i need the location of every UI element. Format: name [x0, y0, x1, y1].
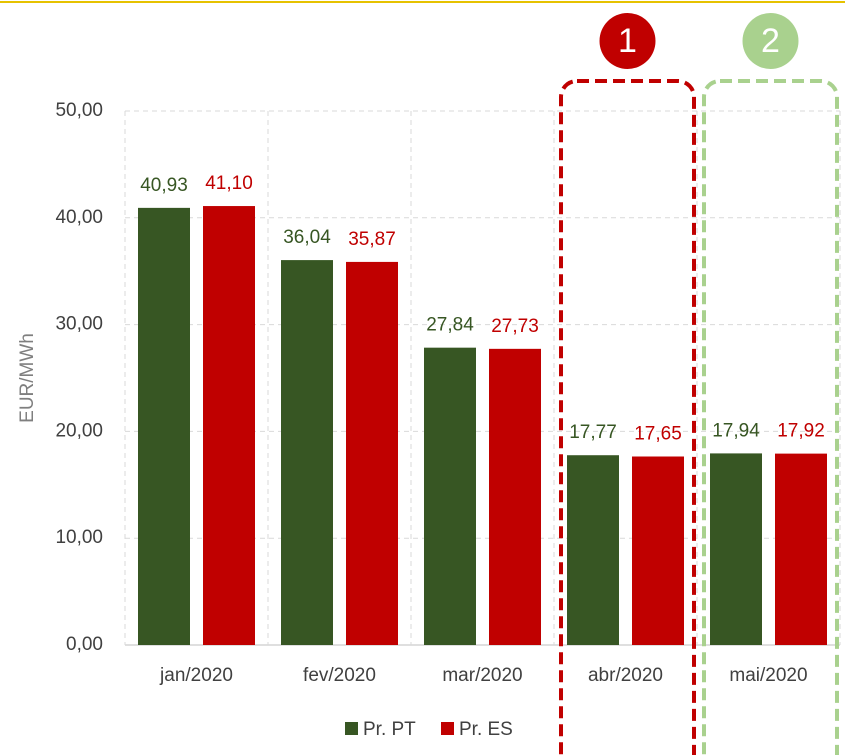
data-label: 27,73	[491, 316, 539, 337]
x-tick-label: mar/2020	[442, 665, 522, 686]
data-label: 27,84	[426, 315, 474, 336]
x-tick-label: fev/2020	[303, 665, 376, 686]
y-tick-label: 10,00	[55, 527, 103, 548]
annotation-badge	[742, 13, 799, 69]
legend-label: Pr. ES	[459, 719, 513, 740]
legend-swatch	[345, 722, 358, 735]
highlight-box	[559, 79, 696, 755]
bar	[203, 206, 255, 645]
y-tick-label: 0,00	[66, 634, 103, 655]
bar	[424, 347, 476, 645]
x-tick-label: jan/2020	[159, 665, 233, 686]
data-label: 17,65	[634, 424, 682, 445]
data-label: 17,77	[569, 422, 617, 443]
bar	[710, 453, 762, 645]
data-label: 41,10	[205, 173, 253, 194]
bar	[775, 453, 827, 645]
y-axis-label: EUR/MWh	[17, 333, 38, 423]
bar	[138, 207, 190, 645]
y-tick-label: 30,00	[55, 314, 103, 335]
highlight-box	[702, 79, 839, 755]
y-tick-label: 50,00	[55, 100, 103, 121]
data-label: 17,92	[777, 421, 825, 442]
legend-label: Pr. PT	[363, 719, 416, 740]
bar	[567, 455, 619, 645]
y-tick-label: 20,00	[55, 420, 103, 441]
x-tick-label: abr/2020	[588, 665, 663, 686]
data-label: 17,94	[712, 420, 760, 441]
bar	[489, 348, 541, 645]
annotation-number: 2	[761, 22, 780, 60]
y-tick-label: 40,00	[55, 207, 103, 228]
bar	[632, 456, 684, 645]
bar	[281, 260, 333, 645]
legend-swatch	[441, 722, 454, 735]
annotation-number: 1	[618, 22, 637, 60]
x-tick-label: mai/2020	[729, 665, 807, 686]
annotation-badge	[599, 13, 656, 69]
data-label: 40,93	[140, 175, 188, 196]
data-label: 35,87	[348, 229, 396, 250]
bar	[346, 261, 398, 645]
data-label: 36,04	[283, 227, 331, 248]
